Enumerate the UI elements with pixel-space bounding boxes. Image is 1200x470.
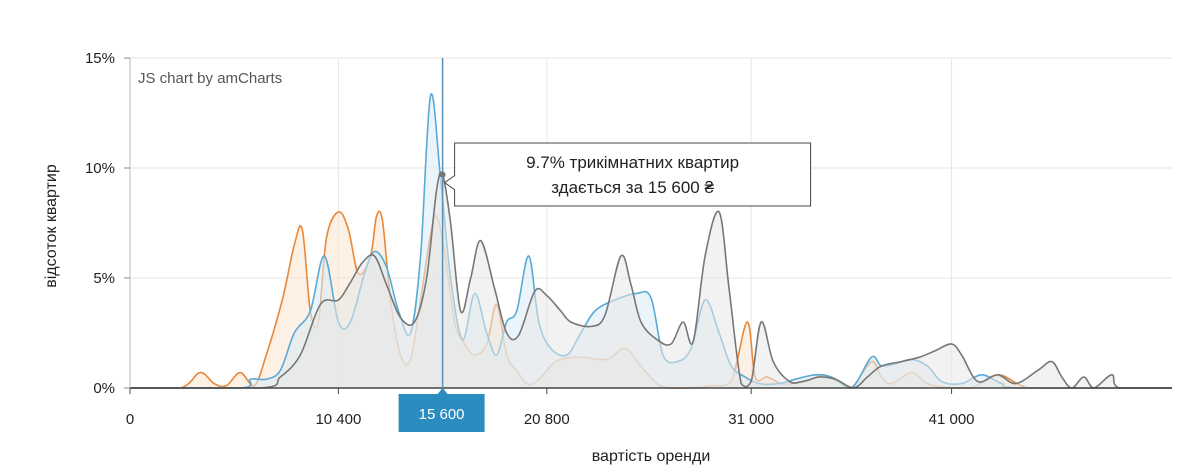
series-3-line [129, 171, 1172, 389]
x-tick-label: 41 000 [929, 411, 975, 428]
y-tick-label: 0% [93, 380, 115, 397]
x-axis-ticks: 0 10 400 20 800 31 000 41 000 [126, 388, 975, 428]
chart-credit[interactable]: JS chart by amCharts [138, 70, 282, 87]
series-3-area [130, 172, 1172, 388]
tooltip-box [443, 142, 812, 207]
tooltip-line-2: здається за 15 600 ₴ [551, 178, 714, 197]
y-tick-label: 15% [85, 50, 115, 67]
grid [130, 57, 1172, 388]
cursor-x-label: 15 600 [398, 388, 485, 432]
tooltip-line-1: 9.7% трикімнатних квартир [526, 153, 739, 172]
cursor-x-label-text: 15 600 [419, 406, 465, 423]
series-layer [129, 92, 1172, 389]
cursor: 9.7% трикімнатних квартир здається за 15… [398, 58, 812, 432]
y-tick-label: 10% [85, 160, 115, 177]
y-axis-title: відсоток квартир [43, 164, 60, 288]
cursor-x-label-pointer [437, 388, 448, 394]
x-tick-label: 10 400 [315, 411, 361, 428]
tooltip: 9.7% трикімнатних квартир здається за 15… [443, 142, 812, 207]
x-axis-title: вартість оренди [592, 448, 711, 465]
y-tick-label: 5% [93, 270, 115, 287]
y-axis-ticks: 0% 5% 10% 15% [85, 50, 130, 397]
x-tick-label: 31 000 [728, 411, 774, 428]
cursor-x-label-box [398, 394, 485, 432]
cursor-point [439, 171, 446, 178]
x-tick-label: 0 [126, 411, 134, 428]
x-tick-label: 20 800 [524, 411, 570, 428]
